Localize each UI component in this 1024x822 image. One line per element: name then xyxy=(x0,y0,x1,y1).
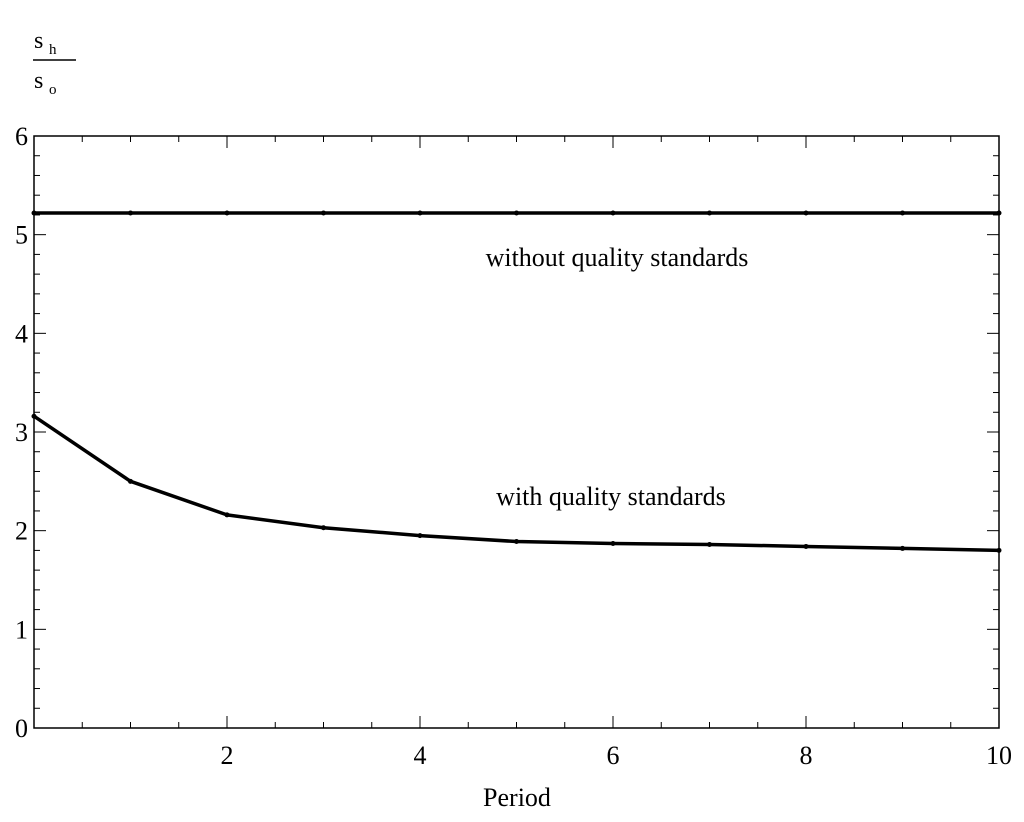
series-label-with-quality-standards: with quality standards xyxy=(496,482,726,511)
series-point xyxy=(31,413,37,419)
series-point xyxy=(224,210,230,216)
y-tick-label: 6 xyxy=(15,122,28,151)
series-point xyxy=(417,210,423,216)
axis-ticks xyxy=(33,135,1000,729)
x-tick-label: 6 xyxy=(607,741,620,770)
series-point xyxy=(803,210,809,216)
series-point xyxy=(707,541,712,547)
series-point xyxy=(900,210,905,216)
series-point xyxy=(128,478,133,484)
x-tick-label: 10 xyxy=(986,741,1012,770)
series-point xyxy=(514,210,519,216)
x-tick-label: 2 xyxy=(221,741,234,770)
axis-tick-labels: 2 4 6 8 10 0 1 2 3 4 5 6 xyxy=(15,122,1012,770)
series-point xyxy=(417,533,423,539)
x-tick-label: 8 xyxy=(800,741,813,770)
series-point xyxy=(610,540,616,546)
series-point xyxy=(31,210,37,216)
plot-frame xyxy=(33,135,1000,729)
y-label-numerator: s xyxy=(34,28,43,54)
series-point xyxy=(996,210,1002,216)
y-tick-label: 5 xyxy=(15,221,28,250)
series-point xyxy=(707,210,712,216)
y-label-denominator-sub: o xyxy=(49,82,57,98)
y-label-numerator-sub: h xyxy=(49,42,57,58)
series-label-without-quality-standards: without quality standards xyxy=(486,243,749,272)
series-lines xyxy=(31,210,1002,553)
series-point xyxy=(803,543,809,549)
y-axis-label: s h s o xyxy=(33,28,76,98)
series-point xyxy=(996,547,1002,553)
series-point xyxy=(610,210,616,216)
series-point xyxy=(224,512,230,518)
y-tick-label: 4 xyxy=(15,319,28,348)
series-point xyxy=(900,545,905,551)
y-tick-label: 0 xyxy=(15,714,28,743)
y-label-denominator: s xyxy=(34,68,43,94)
x-tick-label: 4 xyxy=(414,741,427,770)
series-point xyxy=(128,210,133,216)
series-point xyxy=(321,525,326,531)
series-point xyxy=(321,210,326,216)
y-tick-label: 2 xyxy=(15,517,28,546)
x-axis-title: Period xyxy=(483,783,551,812)
y-tick-label: 1 xyxy=(15,615,28,644)
y-tick-label: 3 xyxy=(15,418,28,447)
series-point xyxy=(514,539,519,545)
